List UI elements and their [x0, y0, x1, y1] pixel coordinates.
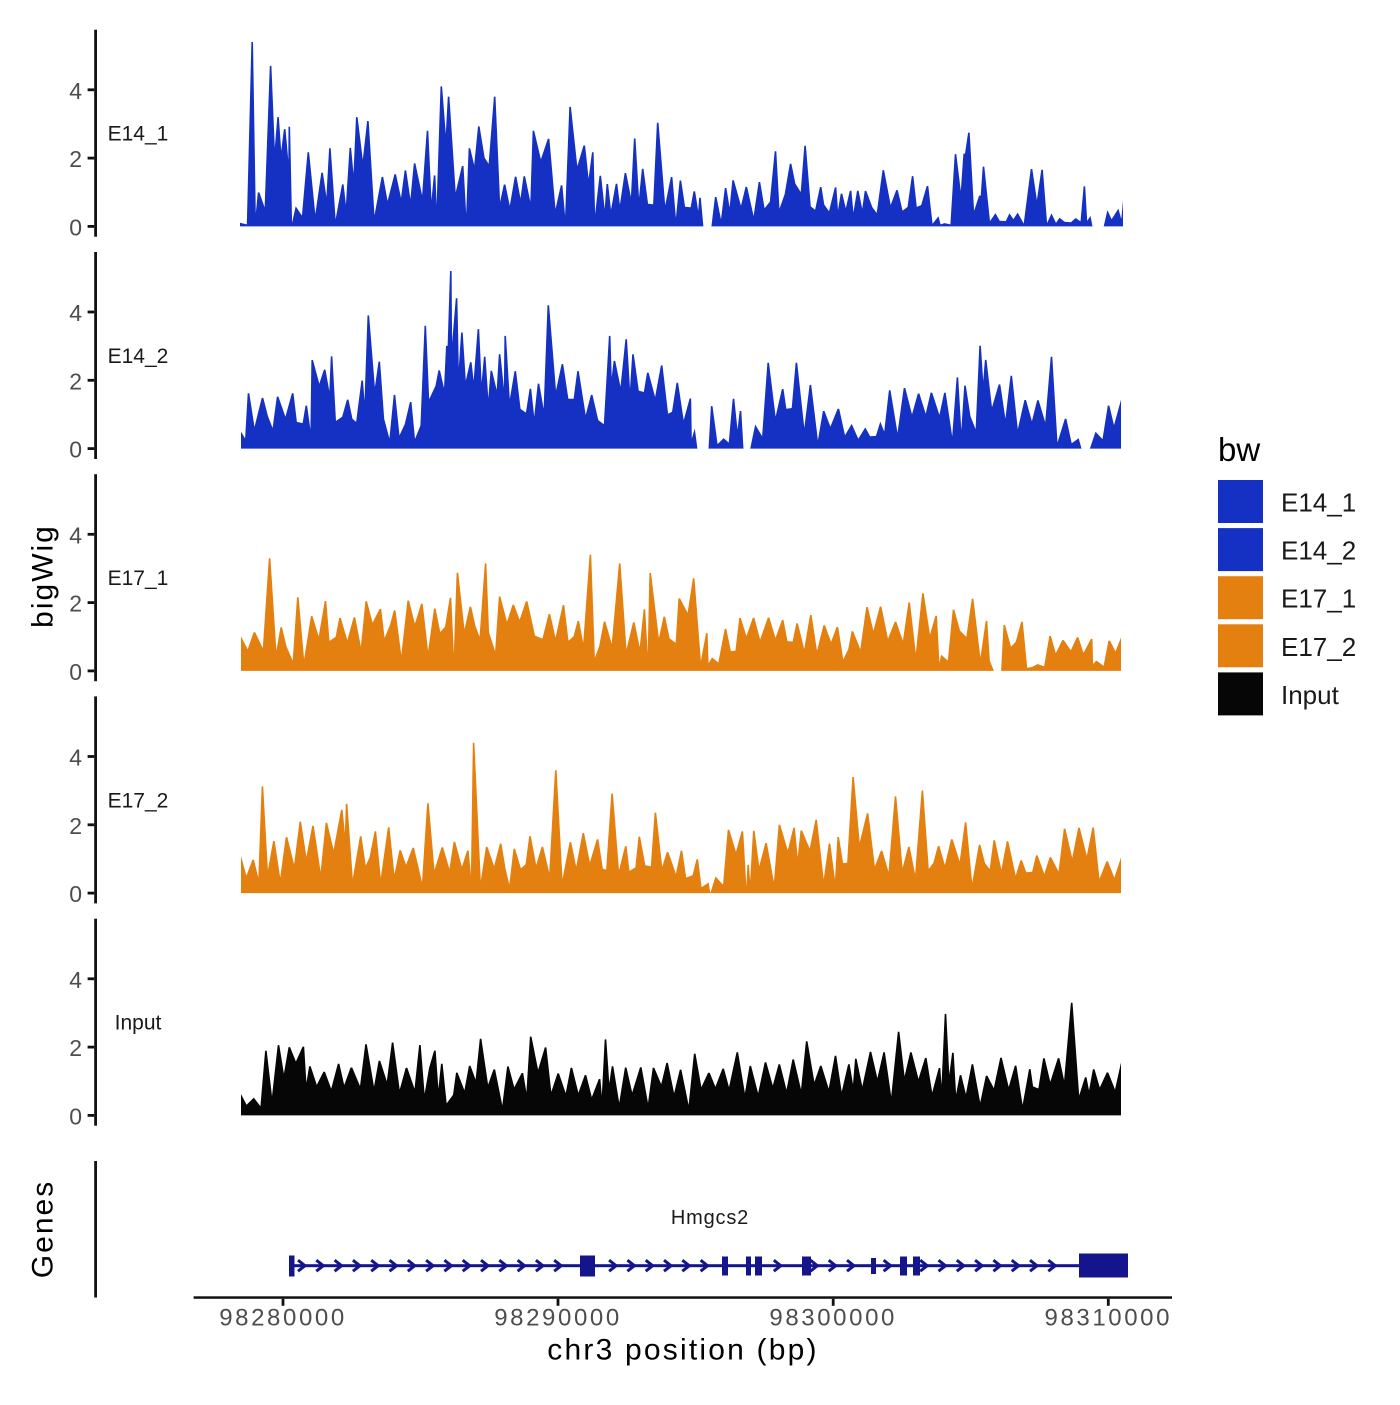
svg-text:2: 2: [69, 368, 82, 394]
svg-text:98280000: 98280000: [219, 1305, 347, 1332]
svg-text:E14_1: E14_1: [108, 123, 169, 146]
svg-text:0: 0: [69, 659, 82, 685]
svg-text:4: 4: [69, 967, 82, 993]
svg-text:Genes: Genes: [27, 1180, 60, 1278]
svg-text:E14_2: E14_2: [108, 345, 169, 368]
svg-text:2: 2: [69, 591, 82, 617]
svg-text:E17_1: E17_1: [1281, 584, 1356, 614]
svg-text:Hmgcs2: Hmgcs2: [671, 1207, 749, 1229]
svg-text:2: 2: [69, 813, 82, 839]
svg-text:98300000: 98300000: [769, 1305, 897, 1332]
svg-text:E14_2: E14_2: [1281, 536, 1356, 566]
svg-text:4: 4: [69, 300, 82, 326]
svg-text:0: 0: [69, 881, 82, 907]
svg-text:E14_1: E14_1: [1281, 488, 1356, 518]
svg-text:4: 4: [69, 745, 82, 771]
svg-text:2: 2: [69, 1035, 82, 1061]
svg-text:Input: Input: [1281, 680, 1340, 710]
svg-text:E17_2: E17_2: [108, 789, 169, 812]
svg-text:bw: bw: [1218, 431, 1260, 468]
svg-text:E17_2: E17_2: [1281, 632, 1356, 662]
svg-text:0: 0: [69, 1103, 82, 1129]
svg-text:4: 4: [69, 522, 82, 548]
svg-text:98310000: 98310000: [1045, 1305, 1173, 1332]
svg-text:bigWig: bigWig: [27, 524, 60, 628]
svg-text:2: 2: [69, 146, 82, 172]
svg-text:Input: Input: [115, 1012, 162, 1035]
svg-text:0: 0: [69, 214, 82, 240]
svg-text:E17_1: E17_1: [108, 567, 169, 590]
svg-text:98290000: 98290000: [494, 1305, 622, 1332]
svg-text:chr3 position (bp): chr3 position (bp): [547, 1334, 818, 1367]
svg-text:0: 0: [69, 437, 82, 463]
svg-text:4: 4: [69, 78, 82, 104]
